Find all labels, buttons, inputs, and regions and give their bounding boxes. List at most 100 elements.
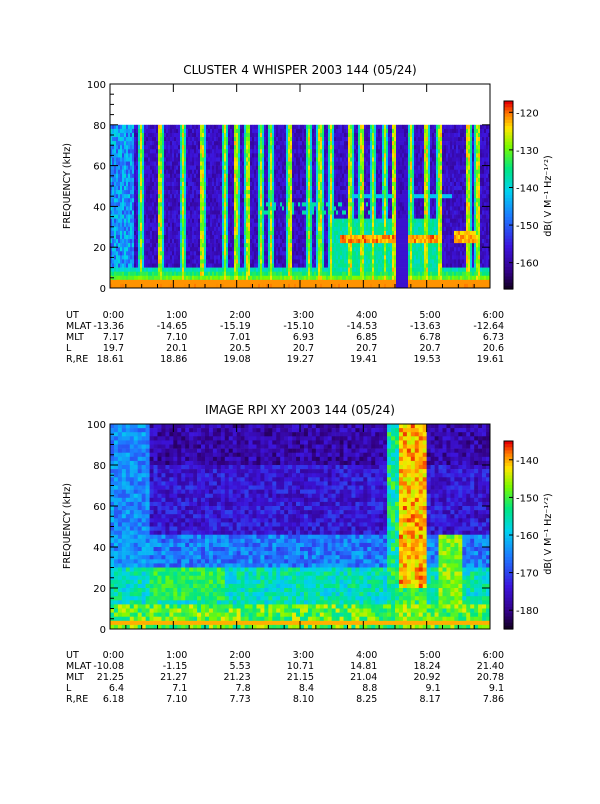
- p1-spectrogram-cell: [220, 222, 223, 228]
- p1-spectrogram-cell: [208, 243, 211, 248]
- p1-spectrogram-cell: [124, 275, 127, 281]
- p1-spectrogram-cell: [140, 153, 143, 158]
- p1-spectrogram-cell: [258, 226, 261, 232]
- p1-spectrogram-cell: [214, 169, 217, 175]
- p1-spectrogram-cell: [244, 141, 247, 146]
- p1-spectrogram-cell: [166, 128, 169, 134]
- p1-spectrogram-cell: [342, 271, 345, 277]
- p1-spectrogram-cell: [246, 243, 249, 248]
- p1-spectrogram-cell: [198, 259, 201, 264]
- p1-spectrogram-cell: [128, 214, 131, 219]
- p1-spectrogram-cell: [236, 153, 239, 158]
- p1-spectrogram-cell: [336, 186, 339, 191]
- p1-spectrogram-cell: [334, 149, 337, 154]
- p1-spectrogram-cell: [342, 190, 345, 195]
- p1-spectrogram-cell: [206, 124, 209, 130]
- p1-spectrogram-cell: [166, 263, 169, 268]
- p1-spectrogram-cell: [348, 267, 351, 272]
- p1-spectrogram-cell: [348, 177, 351, 183]
- p1-spectrogram-cell: [142, 230, 145, 236]
- p1-spectrogram-cell: [344, 247, 347, 252]
- p1-spectrogram-cell: [254, 198, 257, 203]
- p1-spectrogram-cell: [292, 128, 295, 134]
- p1-spectrogram-cell: [156, 251, 159, 256]
- p1-spectrogram-cell: [284, 169, 287, 175]
- p1-spectrogram-cell: [118, 255, 121, 260]
- p1-spectrogram-cell: [128, 279, 131, 285]
- p1-spectrogram-cell: [284, 161, 287, 166]
- p1-spectrogram-cell: [196, 283, 199, 289]
- p1-spectrogram-cell: [344, 259, 347, 264]
- p1-spectrogram-cell: [322, 190, 325, 195]
- p1-spectrogram-cell: [284, 198, 287, 203]
- p1-spectrogram-cell: [356, 275, 359, 281]
- p1-spectrogram-cell: [326, 124, 329, 130]
- p1-spectrogram-cell: [226, 251, 229, 256]
- p1-spectrogram-cell: [358, 206, 361, 211]
- p1-spectrogram-cell: [270, 137, 273, 142]
- p1-spectrogram-cell: [122, 230, 125, 236]
- p1-spectrogram-cell: [288, 247, 291, 252]
- p1-spectrogram-cell: [316, 181, 319, 187]
- p1-spectrogram-cell: [206, 194, 209, 199]
- p1-spectrogram-cell: [140, 230, 143, 236]
- p1-spectrogram-cell: [236, 141, 239, 146]
- p1-spectrogram-cell: [232, 157, 235, 162]
- p1-spectrogram-cell: [288, 161, 291, 166]
- p1-spectrogram-cell: [274, 218, 277, 224]
- p1-spectrogram-cell: [292, 190, 295, 195]
- p1-spectrogram-cell: [304, 202, 307, 207]
- p1-spectrogram-cell: [176, 206, 179, 211]
- p1-spectrogram-cell: [290, 190, 293, 195]
- p1-spectrogram-cell: [256, 132, 259, 138]
- p1-spectrogram-cell: [358, 177, 361, 183]
- p1-spectrogram-cell: [286, 132, 289, 138]
- p1-spectrogram-cell: [128, 271, 131, 277]
- p1-spectrogram-cell: [118, 137, 121, 142]
- p1-spectrogram-cell: [128, 198, 131, 203]
- p1-spectrogram-cell: [312, 137, 315, 142]
- p1-spectrogram-cell: [146, 218, 149, 224]
- p1-spectrogram-cell: [144, 177, 147, 183]
- p1-spectrogram-cell: [192, 234, 195, 240]
- p1-spectrogram-cell: [296, 202, 299, 207]
- p1-spectrogram-cell: [118, 190, 121, 195]
- p1-spectrogram-cell: [344, 141, 347, 146]
- p1-spectrogram-cell: [204, 255, 207, 260]
- p1-spectrogram-cell: [354, 255, 357, 260]
- p1-spectrogram-cell: [252, 214, 255, 219]
- p1-spectrogram-cell: [332, 222, 335, 228]
- p1-spectrogram-cell: [346, 279, 349, 285]
- p1-spectrogram-cell: [348, 194, 351, 199]
- p1-spectrogram-cell: [266, 234, 269, 240]
- p1-spectrogram-cell: [110, 210, 113, 215]
- p1-spectrogram-cell: [298, 218, 301, 224]
- p1-spectrogram-cell: [318, 153, 321, 158]
- p1-spectrogram-cell: [342, 132, 345, 138]
- p1-spectrogram-cell: [154, 275, 157, 281]
- p1-spectrogram-cell: [334, 251, 337, 256]
- p1-spectrogram-cell: [182, 243, 185, 248]
- p1-spectrogram-cell: [348, 206, 351, 211]
- p1-spectrogram-cell: [144, 214, 147, 219]
- p1-spectrogram-cell: [192, 283, 195, 289]
- p1-spectrogram-cell: [176, 177, 179, 183]
- p1-spectrogram-cell: [156, 186, 159, 191]
- p1-spectrogram-cell: [254, 279, 257, 285]
- p1-spectrogram-cell: [352, 128, 355, 134]
- p1-spectrogram-cell: [232, 234, 235, 240]
- p1-spectrogram-cell: [114, 247, 117, 252]
- p1-spectrogram-cell: [264, 218, 267, 224]
- p1-spectrogram-cell: [340, 169, 343, 175]
- p1-spectrogram-cell: [316, 194, 319, 199]
- p1-spectrogram-cell: [174, 226, 177, 232]
- p1-spectrogram-cell: [170, 190, 173, 195]
- p1-spectrogram-cell: [256, 214, 259, 219]
- p1-spectrogram-cell: [262, 173, 265, 179]
- p1-spectrogram-cell: [224, 275, 227, 281]
- p1-spectrogram-cell: [236, 251, 239, 256]
- p1-spectrogram-cell: [326, 177, 329, 183]
- p1-spectrogram-cell: [308, 165, 311, 170]
- p1-spectrogram-cell: [312, 194, 315, 199]
- p1-spectrogram-cell: [210, 190, 213, 195]
